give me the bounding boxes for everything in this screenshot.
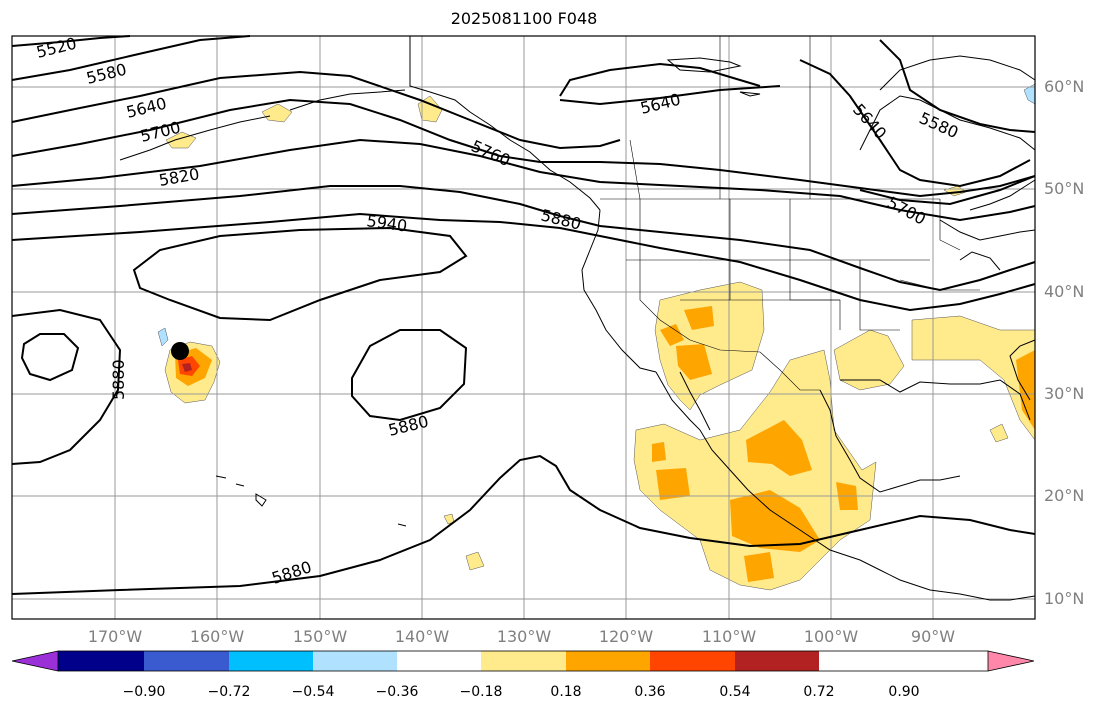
lat-label: 40°N <box>1044 282 1085 301</box>
colorbar-bin <box>58 651 144 671</box>
contour-label: 5880 <box>540 211 581 230</box>
colorbar-bin <box>650 651 736 671</box>
lon-label: 140°W <box>394 627 450 646</box>
colorbar <box>11 650 1035 672</box>
lon-label: 160°W <box>189 627 245 646</box>
storm-center-marker <box>171 342 189 360</box>
colorbar-tick-label: −0.72 <box>207 684 251 700</box>
lat-label: 30°N <box>1044 384 1085 403</box>
shading-blue-small <box>157 327 169 347</box>
colorbar-bin <box>735 651 821 671</box>
borders <box>600 36 980 391</box>
colorbar-tick-label: 0.36 <box>634 684 666 700</box>
lat-label: 50°N <box>1044 179 1085 198</box>
colorbar-bin <box>144 651 230 671</box>
lon-label: 170°W <box>87 627 143 646</box>
colorbar-tick-label: 0.72 <box>803 684 835 700</box>
lat-label: 10°N <box>1044 589 1085 608</box>
colorbar-tick-label: −0.54 <box>291 684 335 700</box>
colorbar-bin <box>481 651 567 671</box>
shading-southeast <box>833 329 905 391</box>
shading-southwest <box>654 281 765 411</box>
lat-label: 20°N <box>1044 486 1085 505</box>
lon-label: 150°W <box>292 627 348 646</box>
colorbar-bin <box>229 651 315 671</box>
colorbar-bin <box>313 651 399 671</box>
colorbar-tick-label: −0.90 <box>122 684 166 700</box>
map-title: 2025081100 F048 <box>450 9 598 28</box>
lon-label: 90°W <box>910 627 956 646</box>
lon-label: 100°W <box>803 627 859 646</box>
colorbar-tick-label: 0.54 <box>719 684 751 700</box>
contour-label: 5880 <box>109 359 128 400</box>
colorbar-tick-label: 0.18 <box>550 684 582 700</box>
colorbar-tick-label: −0.18 <box>459 684 503 700</box>
lon-label: 120°W <box>598 627 654 646</box>
lon-label: 110°W <box>701 627 757 646</box>
colorbar-tick-label: 0.90 <box>888 684 920 700</box>
colorbar-bin <box>819 651 988 671</box>
shading-mexico <box>633 349 877 591</box>
colorbar-under <box>12 651 58 671</box>
colorbar-bin <box>397 651 483 671</box>
colorbar-bin <box>566 651 652 671</box>
colorbar-tick-label: −0.36 <box>375 684 419 700</box>
lat-label: 60°N <box>1044 77 1085 96</box>
map-frame <box>11 35 1036 620</box>
shading-storm-max <box>182 363 192 372</box>
map-area: 5520 5580 5640 5700 5760 5820 5880 5940 … <box>11 34 1036 620</box>
colorbar-over <box>988 651 1034 671</box>
lon-label: 130°W <box>496 627 552 646</box>
height-contours <box>11 35 1036 595</box>
